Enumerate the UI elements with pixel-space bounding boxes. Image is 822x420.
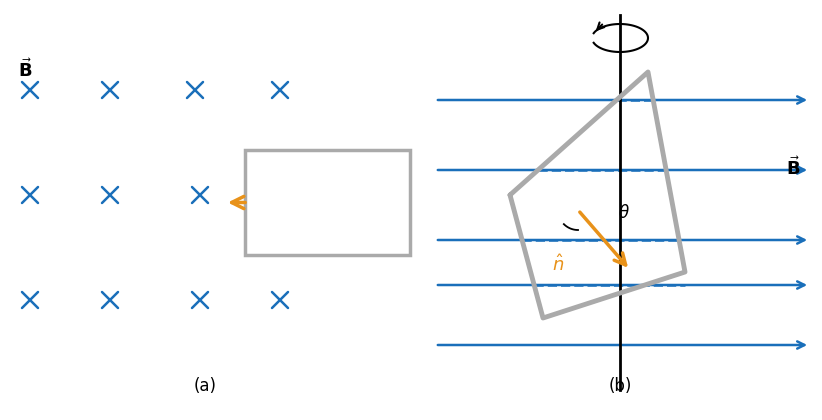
Text: $\hat{n}$: $\hat{n}$ — [552, 255, 564, 276]
Text: (b): (b) — [608, 377, 631, 395]
Text: $\theta$: $\theta$ — [618, 204, 630, 222]
Text: $\vec{\mathbf{B}}$: $\vec{\mathbf{B}}$ — [786, 157, 800, 179]
Text: $\vec{\mathbf{B}}$: $\vec{\mathbf{B}}$ — [18, 58, 32, 81]
Text: (a): (a) — [193, 377, 216, 395]
Bar — [245, 150, 410, 255]
